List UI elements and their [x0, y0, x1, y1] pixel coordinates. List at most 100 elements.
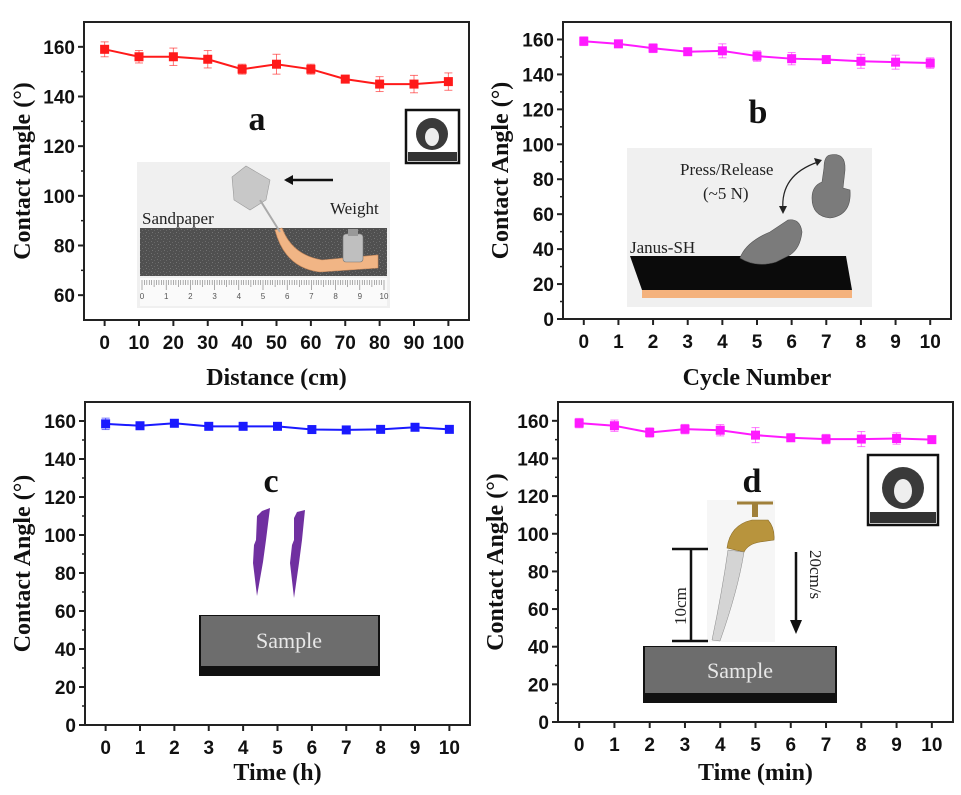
janus-sh-underlayer: [642, 290, 852, 298]
y-tick-label: 40: [533, 240, 554, 261]
x-tick-label: 9: [410, 738, 421, 759]
x-tick-label: 4: [717, 332, 728, 353]
y-tick-label: 80: [533, 170, 554, 191]
data-point: [444, 424, 454, 434]
janus-sh-sample: [630, 256, 852, 290]
x-tick-label: 3: [680, 735, 691, 756]
data-point: [574, 418, 584, 428]
data-point: [645, 427, 655, 437]
weight-label: Weight: [330, 199, 379, 218]
y-tick-label: 60: [54, 286, 75, 307]
data-point: [272, 59, 281, 69]
x-tick-label: 1: [135, 738, 146, 759]
velocity-label: 20cm/s: [806, 550, 825, 599]
y-tick-label: 120: [517, 487, 549, 508]
x-tick-label: 10: [921, 735, 942, 756]
y-tick-label: 120: [44, 488, 76, 509]
data-point: [375, 79, 385, 89]
y-tick-label: 100: [44, 526, 76, 547]
x-tick-label: 10: [128, 333, 149, 354]
water-impact-illustration: 10cm 20cm/s Sample: [643, 500, 837, 703]
y-tick-label: 100: [43, 187, 75, 208]
x-tick-label: 0: [578, 332, 589, 353]
data-point: [751, 430, 760, 440]
data-point: [613, 39, 623, 49]
data-point: [609, 421, 619, 431]
x-tick-label: 9: [890, 332, 901, 353]
data-point: [821, 55, 831, 65]
x-tick-label: 7: [821, 735, 832, 756]
y-tick-label: 160: [44, 412, 76, 433]
janus-sh-label: Janus-SH: [630, 238, 695, 257]
x-axis-title: Time (h): [233, 760, 321, 786]
x-tick-label: 6: [307, 738, 318, 759]
weight-icon: [342, 233, 364, 263]
x-tick-label: 6: [786, 332, 797, 353]
ruler-label: 4: [237, 292, 242, 301]
data-point: [203, 54, 213, 64]
data-point: [135, 421, 145, 431]
y-tick-label: 60: [533, 205, 554, 226]
y-tick-label: 140: [522, 65, 554, 86]
y-tick-label: 20: [55, 678, 76, 699]
droplet-inset-d: [866, 453, 940, 527]
data-point: [169, 418, 179, 428]
ruler-label: 0: [140, 292, 145, 301]
x-tick-label: 6: [785, 735, 796, 756]
y-tick-label: 80: [528, 562, 549, 583]
x-tick-label: 9: [891, 735, 902, 756]
x-tick-label: 3: [682, 332, 693, 353]
x-tick-label: 3: [203, 738, 214, 759]
x-tick-label: 7: [821, 332, 832, 353]
droplet-inset-a: [404, 108, 461, 165]
x-tick-label: 90: [403, 333, 424, 354]
hand-icon: [231, 165, 271, 211]
ruler-label: 7: [309, 292, 314, 301]
y-tick-label: 0: [543, 310, 554, 331]
panel-letter-d: d: [743, 463, 762, 500]
sandpaper-label: Sandpaper: [142, 209, 214, 228]
lightning-icon: [290, 510, 305, 598]
x-tick-label: 80: [369, 333, 390, 354]
data-point: [683, 47, 693, 57]
faucet-icon: [726, 519, 775, 553]
press-release-label: Press/Release: [680, 160, 773, 179]
y-tick-label: 40: [55, 640, 76, 661]
ruler-label: 1: [164, 292, 169, 301]
ruler-label: 10: [380, 292, 389, 301]
x-tick-label: 20: [163, 333, 184, 354]
y-tick-label: 140: [517, 449, 549, 470]
press-release-illustration: Press/Release (~5 N) Janus-SH: [627, 148, 872, 307]
y-tick-label: 0: [538, 713, 549, 734]
x-tick-label: 40: [232, 333, 253, 354]
ruler-label: 8: [333, 292, 338, 301]
y-tick-label: 100: [517, 525, 549, 546]
x-tick-label: 8: [856, 332, 867, 353]
y-axis-title: Contact Angle (°): [483, 473, 509, 651]
data-point: [273, 421, 282, 431]
chart-panel-b: 0 20 40 60 80 100 120 140 160 0 1 2 3 4 5 6 7 8 9 10 Cycle N…: [488, 21, 952, 391]
data-point: [856, 434, 866, 444]
sample-label: Sample: [256, 628, 322, 653]
data-point: [237, 64, 247, 74]
x-tick-label: 10: [920, 332, 941, 353]
data-point: [376, 424, 386, 434]
y-axis-title: Contact Angle (°): [488, 82, 514, 260]
data-point: [786, 433, 796, 443]
sample-block: [645, 647, 835, 693]
panel-letter-a: a: [249, 101, 266, 138]
data-point: [409, 79, 419, 89]
x-tick-label: 5: [750, 735, 761, 756]
data-point: [821, 434, 831, 444]
data-point: [410, 422, 420, 432]
height-label: 10cm: [671, 587, 690, 625]
y-tick-label: 160: [517, 412, 549, 433]
data-point: [204, 421, 214, 431]
x-tick-label: 7: [341, 738, 352, 759]
y-tick-label: 160: [522, 30, 554, 51]
y-tick-label: 60: [55, 602, 76, 623]
x-tick-label: 10: [439, 738, 460, 759]
y-tick-label: 140: [43, 88, 75, 109]
